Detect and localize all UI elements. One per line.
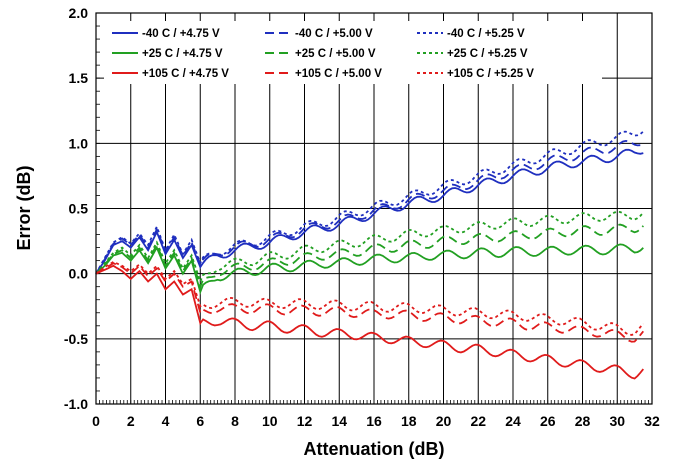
x-tick-label: 24 [505, 413, 521, 429]
x-tick-label: 0 [92, 413, 100, 429]
x-tick-label: 20 [436, 413, 452, 429]
series-line [95, 264, 645, 380]
x-tick-label: 6 [196, 413, 204, 429]
y-tick-labels: 2.0 1.5 1.0 0.5 0.0 -0.5 -1.0 [64, 5, 88, 412]
x-tick-label: 22 [470, 413, 486, 429]
legend-label: -40 C / +4.75 V [142, 28, 220, 40]
x-tick-label: 14 [331, 413, 347, 429]
legend-label: +105 C / +5.00 V [295, 68, 382, 80]
series-line [95, 210, 644, 285]
series-line [95, 243, 644, 295]
x-tick-label: 4 [162, 413, 170, 429]
minor-ticks [95, 12, 653, 405]
x-tick-labels: 0 2 4 6 8 10 12 14 16 18 20 22 24 26 28 30 32 [92, 413, 660, 429]
plot-area-frame [95, 12, 653, 405]
x-axis-title: Attenuation (dB) [304, 439, 445, 459]
x-tick-label: 8 [231, 413, 239, 429]
x-tick-label: 26 [540, 413, 556, 429]
y-tick-label: -1.0 [64, 396, 88, 412]
series-line [95, 223, 644, 290]
legend-background [104, 21, 602, 84]
y-tick-label: 0.5 [69, 201, 89, 217]
series-line [95, 262, 645, 343]
y-tick-label: 0.0 [69, 266, 89, 282]
x-tick-label: 2 [127, 413, 135, 429]
x-tick-label: 16 [366, 413, 382, 429]
series-layer [95, 130, 645, 380]
series-line [95, 148, 644, 275]
x-tick-label: 18 [401, 413, 417, 429]
legend-label: +105 C / +4.75 V [142, 68, 229, 80]
y-tick-label: -0.5 [64, 331, 88, 347]
legend-label: +25 C / +5.25 V [447, 48, 528, 60]
y-axis-title: Error (dB) [14, 165, 34, 250]
x-tick-label: 10 [262, 413, 278, 429]
x-tick-label: 32 [644, 413, 660, 429]
y-tick-label: 1.5 [69, 70, 89, 86]
x-tick-label: 12 [297, 413, 313, 429]
x-tick-label: 30 [609, 413, 625, 429]
legend: -40 C / +4.75 V -40 C / +5.00 V -40 C / +5… [104, 21, 602, 84]
legend-label: -40 C / +5.25 V [447, 28, 525, 40]
legend-label: +25 C / +4.75 V [142, 48, 223, 60]
series-line [95, 260, 644, 336]
legend-label: +25 C / +5.00 V [295, 48, 376, 60]
y-tick-label: 1.0 [69, 135, 89, 151]
legend-label: -40 C / +5.00 V [295, 28, 373, 40]
x-tick-label: 28 [575, 413, 591, 429]
series-line [95, 139, 644, 275]
y-tick-label: 2.0 [69, 5, 89, 21]
legend-label: +105 C / +5.25 V [447, 68, 534, 80]
